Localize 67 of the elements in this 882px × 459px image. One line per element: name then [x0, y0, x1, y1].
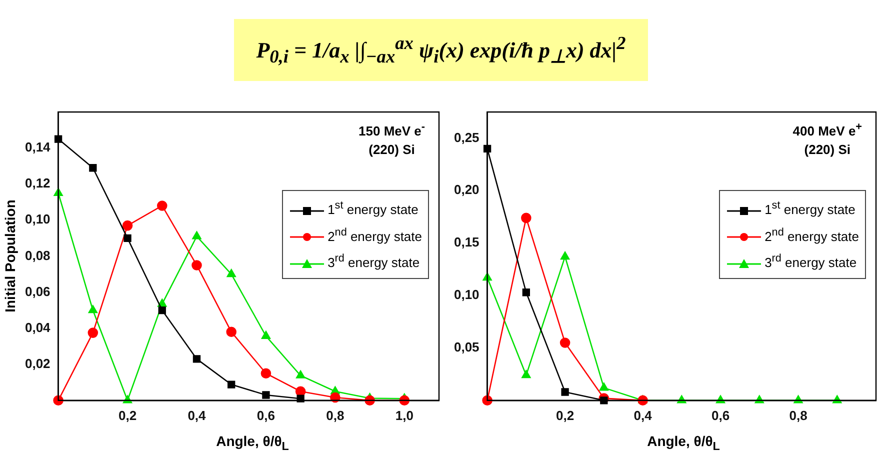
x-axis-title: Angle, θ/θ$_{L}$ — [646, 433, 721, 453]
x-axis-title: Angle, θ/θ$_{L}$ — [215, 433, 290, 453]
point — [192, 355, 201, 363]
x-tick-label: 0,8 — [326, 408, 344, 423]
legend-label: 2$^{nd}$ energy state — [328, 226, 422, 244]
point — [561, 388, 569, 396]
point — [226, 326, 236, 338]
x-tick-label: 0,4 — [188, 408, 207, 423]
point — [832, 395, 842, 404]
legend-label: 1$^{st}$ energy state — [328, 200, 418, 218]
y-tick-label: 0,20 — [454, 182, 480, 198]
point — [192, 231, 202, 240]
point — [599, 382, 608, 391]
point — [716, 395, 726, 404]
point — [124, 234, 132, 242]
legend-label: 3$^{rd}$ energy state — [328, 252, 420, 270]
annotation: (220) Si — [803, 141, 852, 160]
x-tick-label: 0,2 — [118, 408, 137, 423]
point — [560, 252, 570, 260]
point — [260, 368, 272, 379]
point — [560, 338, 570, 348]
y-tick-label: 0,05 — [454, 340, 480, 355]
point — [521, 212, 532, 224]
point — [228, 380, 236, 388]
y-tick-label: 0,08 — [24, 248, 50, 263]
point — [522, 370, 531, 378]
y-tick-label: 0,10 — [454, 287, 480, 302]
x-tick-label: 0,4 — [634, 408, 653, 423]
point — [261, 330, 271, 339]
y-tick-label: 0,12 — [24, 176, 50, 191]
point — [677, 395, 686, 404]
annotation: 400 MeV e$^{+}$ — [792, 120, 862, 140]
point — [296, 370, 306, 378]
y-tick-label: 0,04 — [24, 320, 52, 335]
point — [226, 269, 236, 278]
point — [192, 260, 202, 270]
point — [296, 394, 304, 402]
point — [262, 391, 270, 399]
x-tick-label: 0,6 — [256, 408, 275, 423]
legend-label: 1$^{st}$ energy state — [764, 200, 856, 218]
point — [158, 306, 166, 314]
legend-label: 3$^{rd}$ energy state — [764, 252, 857, 270]
y-tick-label: 0,02 — [24, 356, 50, 371]
legend-label: 2$^{nd}$ energy state — [764, 226, 859, 244]
x-tick-label: 1,0 — [395, 408, 414, 423]
annotation: (220) Si — [368, 141, 416, 160]
x-tick-label: 0,8 — [789, 408, 808, 423]
point — [89, 164, 97, 172]
y-tick-label: 0,25 — [454, 130, 480, 145]
point — [156, 200, 168, 211]
point — [794, 395, 803, 404]
y-tick-label: 0,15 — [454, 234, 480, 250]
point — [88, 305, 98, 314]
point — [330, 392, 340, 403]
x-tick-label: 0,6 — [711, 408, 730, 423]
point — [122, 395, 132, 404]
y-axis-title: Initial Population — [2, 199, 18, 312]
y-tick-label: 0,10 — [24, 212, 50, 227]
point — [122, 220, 133, 231]
y-tick-label: 0,06 — [24, 284, 50, 299]
point — [88, 328, 98, 338]
point — [522, 288, 530, 296]
point — [754, 395, 764, 404]
chart-title: P$_{0,i}$ = 1/a$_{x}$ |∫$_{−ax}$$^{ax}$ ψ$_{i}$(x) exp(i/ħ p$_{⊥}$x) dx|$^{2}$ — [256, 32, 626, 66]
annotation: 150 MeV e$^{-}$ — [358, 120, 425, 140]
y-tick-label: 0,14 — [24, 140, 52, 155]
x-tick-label: 0,2 — [556, 408, 574, 423]
